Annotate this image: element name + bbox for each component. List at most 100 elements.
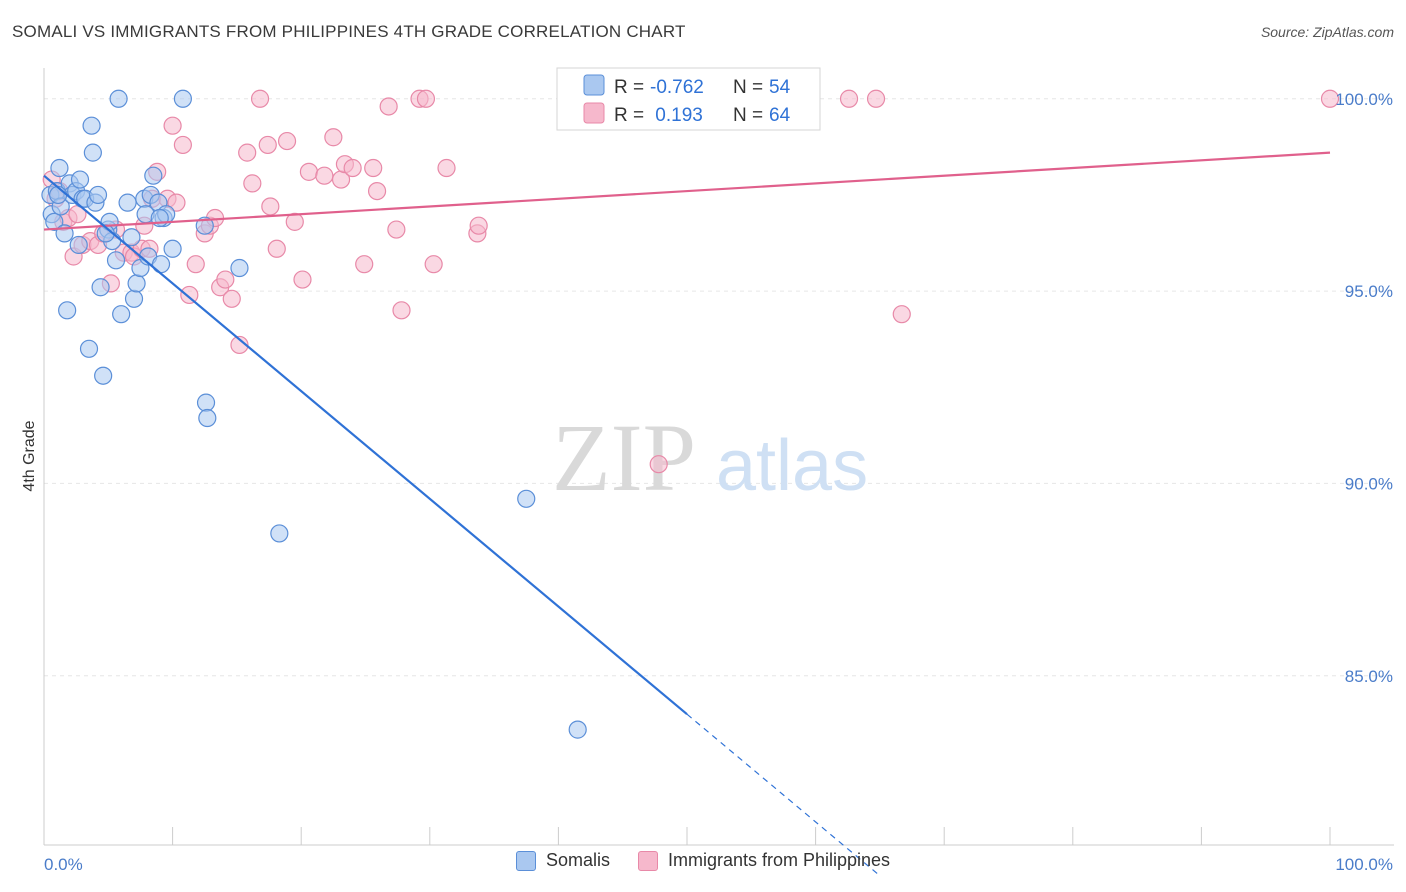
somali-point	[58, 301, 77, 320]
legend-swatch-somali	[583, 74, 605, 96]
y-tick-label: 95.0%	[1345, 282, 1393, 301]
somali-point	[270, 524, 289, 543]
data-points	[41, 89, 1340, 739]
x-tick-label: 100.0%	[1335, 855, 1393, 874]
y-axis-title: 4th Grade	[21, 420, 38, 491]
phil-point	[222, 289, 241, 308]
somali-point	[109, 89, 128, 108]
phil-point	[163, 116, 182, 135]
somali-point	[50, 158, 69, 178]
chart-source: Source: ZipAtlas.com	[1260, 24, 1394, 40]
somali-point	[196, 393, 216, 412]
phil-point	[238, 143, 257, 162]
phil-point	[285, 212, 304, 231]
somali-point	[82, 116, 101, 135]
phil-point	[261, 197, 280, 216]
phil-point	[649, 455, 668, 474]
somali-point	[144, 166, 163, 185]
somali-trend-extension	[686, 713, 881, 877]
somali-trend-line	[43, 174, 688, 716]
phil-trend-line	[43, 151, 1331, 231]
phil-point	[173, 135, 192, 155]
somali-point	[83, 143, 102, 162]
chart-title: SOMALI VS IMMIGRANTS FROM PHILIPPINES 4T…	[12, 22, 686, 41]
phil-point	[167, 193, 186, 212]
phil-point	[437, 158, 456, 178]
somali-point	[45, 212, 64, 231]
somali-point	[163, 239, 182, 258]
somali-point	[568, 720, 587, 739]
phil-swatch	[637, 850, 658, 871]
phil-point	[387, 220, 406, 239]
somali-point	[173, 89, 192, 108]
phil-point	[267, 239, 286, 258]
phil-point	[277, 131, 297, 151]
somali-point	[106, 251, 126, 270]
watermark: ZIP atlas	[552, 404, 868, 511]
somali-point	[69, 235, 88, 255]
somali-point	[127, 274, 146, 293]
series-legend-phil: Immigrants from Philippines	[637, 850, 891, 871]
phil-point	[469, 216, 488, 235]
somali-point	[118, 193, 137, 212]
phil-legend-label: Immigrants from Philippines	[667, 850, 891, 870]
phil-point	[324, 128, 343, 147]
legend-r-value-phil: 0.193	[650, 105, 703, 126]
legend-n-label-phil: N =	[733, 105, 763, 126]
phil-point	[364, 158, 383, 178]
phil-point	[180, 285, 199, 305]
somali-point	[70, 170, 90, 189]
legend-r-label-somali: R =	[614, 77, 644, 98]
phil-point	[216, 270, 235, 289]
phil-point	[243, 174, 262, 193]
y-tick-label: 90.0%	[1345, 474, 1393, 493]
stats-legend: R = -0.762 N = 54 R = 0.193 N = 64	[556, 67, 821, 131]
phil-point	[299, 162, 319, 181]
somali-point	[91, 278, 110, 297]
legend-r-value-somali: -0.762	[650, 77, 704, 98]
legend-n-value-phil: 64	[769, 105, 791, 126]
y-tick-label: 85.0%	[1345, 667, 1393, 686]
phil-point	[392, 301, 411, 320]
legend-swatch-phil	[583, 102, 605, 124]
somali-point	[124, 289, 144, 308]
y-tick-label: 100.0%	[1335, 90, 1393, 109]
phil-point	[379, 97, 398, 116]
somali-point	[49, 185, 68, 205]
somali-point	[198, 408, 217, 428]
phil-point	[424, 255, 443, 274]
phil-point	[315, 166, 334, 185]
phil-point	[258, 135, 277, 155]
phil-point	[866, 89, 886, 108]
somali-point	[230, 258, 249, 278]
somali-point	[88, 185, 108, 205]
somali-point	[195, 216, 214, 235]
phil-point	[186, 255, 205, 274]
phil-point	[892, 305, 911, 324]
trend-lines	[43, 151, 1331, 877]
somali-point	[94, 366, 113, 385]
somali-point	[112, 305, 131, 324]
legend-n-value-somali: 54	[769, 77, 791, 98]
series-legend-somali: Somalis	[515, 850, 610, 871]
somali-legend-label: Somalis	[545, 850, 610, 870]
legend-r-label-phil: R =	[614, 105, 644, 126]
legend-n-label-somali: N =	[733, 77, 763, 98]
series-legend: Somalis Immigrants from Philippines	[0, 850, 1406, 871]
phil-point	[839, 89, 859, 108]
somali-point	[517, 489, 536, 508]
phil-point	[367, 181, 387, 201]
phil-point	[343, 158, 362, 178]
phil-point	[250, 89, 270, 108]
tick-labels: 85.0% 90.0% 95.0% 100.0% 0.0% 100.0%	[44, 90, 1393, 874]
somali-point	[122, 228, 141, 247]
watermark-zip: ZIP	[552, 404, 696, 511]
watermark-atlas: atlas	[716, 426, 868, 506]
x-tick-label: 0.0%	[44, 855, 83, 874]
phil-point	[355, 255, 374, 274]
phil-point	[416, 89, 436, 108]
somali-swatch	[515, 850, 536, 871]
somali-point	[79, 339, 99, 358]
phil-point	[230, 335, 249, 355]
